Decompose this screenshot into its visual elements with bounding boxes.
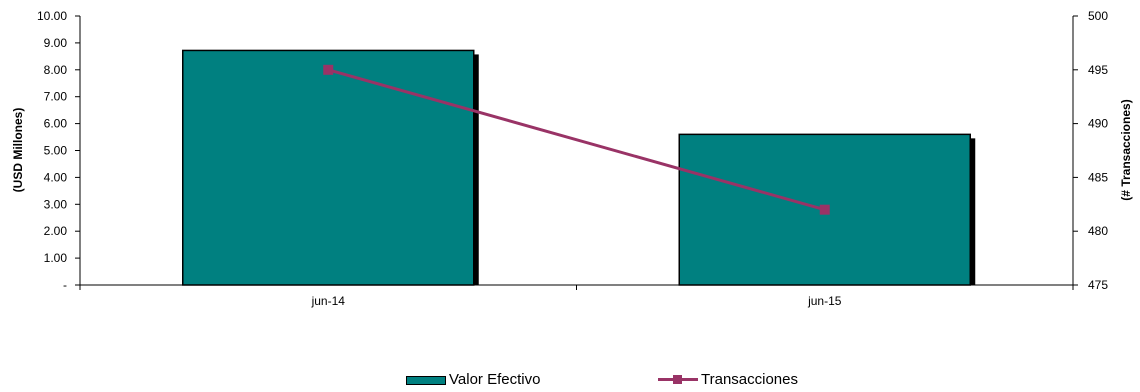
bar <box>182 49 475 286</box>
legend-item-bars[interactable]: Valor Efectivo <box>406 370 540 390</box>
y-left-tick-label: 1.00 <box>44 251 68 265</box>
y-left-axis-title: (USD Millones) <box>11 108 25 193</box>
x-tick-label: jun-15 <box>807 294 842 308</box>
x-tick-label: jun-14 <box>311 294 346 308</box>
legend-bar-swatch <box>406 375 446 385</box>
line-point-marker <box>819 204 830 215</box>
y-right-tick-label: 500 <box>1088 9 1108 23</box>
y-left-tick-label: 6.00 <box>44 117 68 131</box>
y-left-tick-label: 8.00 <box>44 63 68 77</box>
y-right-tick-label: 485 <box>1088 170 1108 184</box>
series-line-transacciones <box>327 68 826 212</box>
y-left-tick-label: 10.00 <box>37 9 67 23</box>
legend-item-line[interactable]: Transacciones <box>658 370 798 390</box>
y-left-tick-label: 5.00 <box>44 144 68 158</box>
y-left-tick-label: 7.00 <box>44 90 68 104</box>
y-right-axis-title: (# Transacciones) <box>1119 99 1133 200</box>
line-point-marker <box>323 64 334 75</box>
legend-line-label: Transacciones <box>701 371 798 388</box>
y-right-tick-label: 475 <box>1088 278 1108 292</box>
y-left-tick-label: - <box>63 278 67 292</box>
y-right-tick-label: 490 <box>1088 117 1108 131</box>
y-left-tick-label: 2.00 <box>44 224 68 238</box>
legend-line-swatch <box>658 374 698 386</box>
legend: Valor Efectivo Transacciones <box>0 370 1140 390</box>
y-right-tick-label: 495 <box>1088 63 1108 77</box>
chart: (USD Millones) (# Transacciones) - 1.00 2.… <box>11 9 1133 308</box>
legend-bar-label: Valor Efectivo <box>449 371 541 388</box>
y-right-tick-label: 480 <box>1088 224 1108 238</box>
y-left-tick-label: 3.00 <box>44 197 68 211</box>
y-left-tick-label: 9.00 <box>44 36 68 50</box>
y-left-tick-label: 4.00 <box>44 170 68 184</box>
